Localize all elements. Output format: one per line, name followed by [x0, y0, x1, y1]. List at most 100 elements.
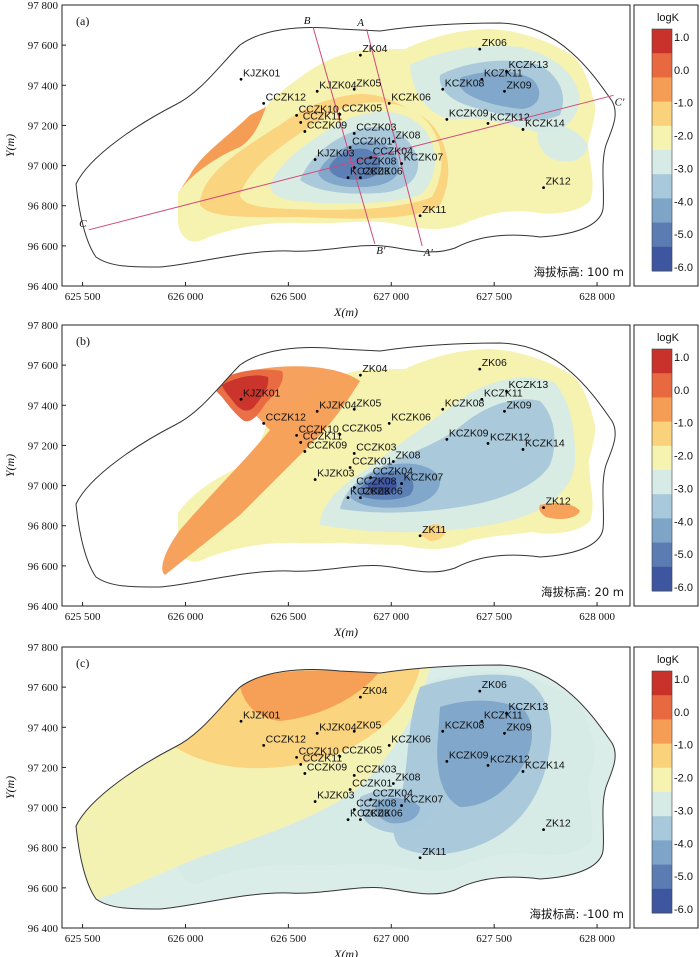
k-band	[368, 477, 397, 495]
k-band	[162, 366, 360, 575]
well-label: CCZK03	[356, 441, 396, 453]
elevation-label: 海拔标高: -100 m	[530, 907, 625, 921]
well-label: CCZK09	[307, 439, 347, 451]
study-boundary	[75, 342, 616, 588]
well-label: CCZK01	[352, 136, 392, 148]
well-label: CCZK11	[303, 110, 343, 122]
well-marker	[478, 689, 482, 693]
well-marker	[391, 782, 395, 785]
well-label: CCZK01	[352, 778, 392, 790]
colorbar-tick-label: -1.0	[674, 98, 693, 110]
well-marker	[338, 112, 342, 116]
well-marker	[387, 743, 391, 747]
well-label: CCZK12	[266, 733, 306, 745]
well-label: KCZK12	[490, 111, 530, 123]
well-marker	[352, 407, 356, 411]
well-label: CCZK12	[266, 411, 306, 423]
y-tick-label: 96 400	[28, 601, 59, 613]
k-band	[459, 71, 540, 109]
well-marker	[303, 450, 307, 453]
well-marker	[239, 719, 243, 723]
y-tick-label: 96 800	[28, 843, 59, 855]
x-tick-label: 628 000	[579, 611, 615, 623]
well-marker	[346, 818, 350, 822]
section-line	[312, 26, 376, 244]
well-marker	[262, 101, 266, 105]
well-label: ZK05	[356, 77, 381, 89]
well-marker	[295, 433, 299, 437]
section-line	[366, 28, 423, 246]
well-marker	[313, 800, 317, 803]
well-label: CCZK05	[342, 744, 382, 756]
well-label: ZK11	[422, 204, 446, 216]
well-label: KJZK01	[243, 709, 281, 721]
well-marker	[478, 47, 482, 51]
colorbar-swatch	[652, 671, 672, 696]
well-marker	[359, 176, 362, 180]
well-label: CCZK03	[356, 121, 396, 133]
well-marker	[480, 397, 484, 401]
well-label: CCZK05	[342, 422, 382, 434]
well-label: ZK06	[482, 37, 507, 49]
well-marker	[445, 118, 449, 121]
well-label: ZK11	[422, 524, 446, 536]
colorbar-swatch	[652, 198, 672, 224]
well-marker	[352, 452, 356, 455]
k-band	[240, 670, 380, 721]
map-panel-a: A A' B B' C C' ZK04 ZK06 KJZK01 KJZK04 ZK05 KCZK06 K…	[3, 0, 699, 319]
well-marker	[486, 122, 490, 125]
well-marker	[313, 478, 317, 481]
x-tick-label: 627 000	[373, 291, 409, 303]
colorbar-tick-label: -2.0	[674, 773, 693, 785]
well-label: ZK08	[395, 129, 420, 141]
well-marker	[352, 774, 356, 777]
well-label: CCZK09	[307, 761, 347, 773]
well-marker	[480, 77, 484, 81]
well-marker	[505, 389, 508, 393]
well-label: CCZK04	[373, 466, 413, 478]
k-band	[437, 700, 533, 807]
well-marker	[359, 818, 362, 822]
colorbar-swatch	[652, 518, 672, 544]
section-label-end: A'	[423, 247, 434, 259]
well-marker	[352, 166, 356, 169]
colorbar-swatch	[652, 174, 672, 199]
study-boundary	[75, 22, 616, 268]
y-tick-label: 96 400	[28, 281, 59, 293]
colorbar-swatch	[652, 470, 672, 495]
well-marker	[400, 804, 403, 807]
well-label: KCZK07	[404, 152, 444, 164]
y-tick-label: 97 200	[28, 440, 59, 452]
well-label: KJZK01	[243, 67, 281, 79]
well-marker	[295, 755, 299, 759]
well-marker	[505, 711, 508, 715]
well-label: ZK09	[506, 721, 531, 733]
well-marker	[478, 367, 482, 371]
x-axis-label: X(m)	[333, 625, 358, 639]
y-tick-label: 96 600	[28, 241, 59, 253]
colorbar-tick-label: -6.0	[674, 582, 693, 594]
k-band	[539, 503, 580, 519]
well-marker	[352, 132, 356, 135]
colorbar-swatch	[652, 816, 672, 841]
well-label: KJZK04	[319, 79, 357, 91]
colorbar-tick-label: -2.0	[674, 131, 693, 143]
colorbar-tick-label: -5.0	[674, 549, 693, 561]
well-marker	[387, 421, 391, 425]
colorbar-tick-label: -5.0	[674, 229, 693, 241]
x-tick-label: 626 000	[168, 611, 204, 623]
colorbar-outline	[651, 28, 673, 272]
well-label: KCZK14	[525, 759, 565, 771]
x-tick-label: 626 000	[168, 933, 204, 945]
y-tick-label: 97 200	[28, 120, 59, 132]
well-label: CCZK08	[356, 476, 396, 488]
well-label: CCZK08	[356, 156, 396, 168]
y-tick-label: 97 600	[28, 40, 59, 52]
well-marker	[369, 156, 373, 159]
well-marker	[445, 438, 449, 441]
k-band	[178, 107, 266, 193]
well-label: KJZK04	[319, 399, 357, 411]
x-tick-label: 627 500	[476, 933, 512, 945]
elevation-label: 海拔标高: 100 m	[534, 265, 624, 279]
well-label: ZK11	[422, 846, 446, 858]
